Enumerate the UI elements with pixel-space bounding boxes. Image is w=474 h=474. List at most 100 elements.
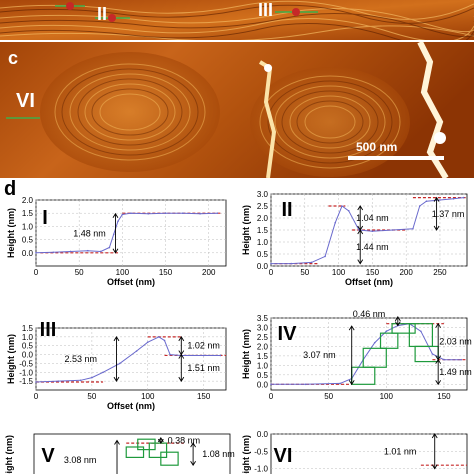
trace-point [147,212,150,215]
x-tick-label: 150 [437,392,451,401]
layer-step-box [391,323,416,334]
layer-step-box [379,332,399,349]
trace-point [119,362,121,365]
afm-top-texture [0,0,474,40]
trace-point [79,379,82,382]
y-tick-label: 0.0 [257,430,269,439]
x-tick-label: 50 [300,268,309,277]
plot-svg-4: Height (nm) 0.38 nm 3.08 nm 1.08 nm V [4,433,235,474]
arrow-head [435,380,442,386]
x-tick-label: 200 [399,268,413,277]
trace-point [391,229,394,231]
height-profile-III: -1.5 -1.0 -0.5 0.0 0.5 1.0 1.5 0 50 100 150 Offset … [0,306,236,422]
plot-svg-0: 0.0 0.5 1.0 1.5 2.0 0 50 100 150 200 Offset (nm) He… [6,196,227,287]
x-tick-label: 50 [324,392,333,401]
trace-point [324,255,326,258]
arrow-head [190,460,196,467]
trace-point [202,354,205,357]
trace-point [163,339,166,342]
trace-point [112,233,115,236]
plot-svg-2: -1.5-1.0-0.50.00.51.01.5 0 50 100 150 Offset … [6,319,227,411]
height-profile-IV: 0.0 0.5 1.0 1.5 2.0 2.5 3.0 3.5 0 50 100 150 Height … [237,306,474,422]
trace-point [99,250,102,253]
x-tick-label: 100 [141,392,155,401]
trace-point [52,251,55,254]
trace-point [425,200,428,202]
trace-point [420,330,422,333]
height-profile-II: 0.0 0.5 1.0 1.5 2.0 2.5 3.0 0 50 100 150 200 250 Offs… [237,186,474,302]
trace-point [339,382,341,385]
arrow-head [357,229,364,235]
trace-point [135,350,138,352]
height-annotation: 2.03 nm [439,337,472,347]
y-tick-label: 1.5 [257,352,269,361]
trace-point [460,358,463,361]
arrow-head [112,212,119,218]
arrow-head [178,353,185,359]
y-tick-label: 2.0 [257,342,269,351]
y-tick-label: -0.5 [254,447,268,456]
arrow-head [348,325,355,331]
plot-frame [33,433,231,474]
x-tick-label: 100 [332,268,346,277]
trace-point [69,250,72,253]
layer-step-box [362,347,387,368]
y-tick-label: 1.5 [22,324,34,333]
arrow-head [178,336,185,342]
height-annotation: 1.37 nm [432,209,465,219]
arrow-head [357,205,364,211]
x-tick-label: 0 [34,268,39,277]
panel-label-c: c [8,48,19,68]
y-tick-label: 3.0 [257,190,269,199]
y-tick-label: 0.0 [257,380,269,389]
x-tick-label: 100 [380,392,394,401]
layer-step-box [137,438,156,451]
height-annotation: 1.04 nm [356,213,389,223]
trace-point [117,220,119,222]
x-tick-label: 100 [116,268,130,277]
trace-point [439,199,441,201]
x-tick-label: 0 [34,392,39,401]
height-annotation: 0.46 nm [353,309,386,319]
y-tick-label: 1.5 [22,209,34,218]
scale-bar-label: 500 nm [356,140,398,154]
arrow-head [113,336,120,342]
y-tick-label: -1.5 [19,377,33,386]
trace-point [358,229,360,231]
arrow-head [394,321,401,327]
trace-point [146,341,149,343]
height-trace [35,336,221,383]
y-tick-label: 0.5 [22,342,34,351]
trace-point [130,212,132,214]
trace-point [304,383,307,386]
height-profile-I: 0.0 0.5 1.0 1.5 2.0 0 50 100 150 200 Offset (nm) He… [0,186,236,302]
y-tick-label: 1.5 [257,226,269,235]
plot-svg-3: 0.00.51.01.52.02.53.03.5 0 50 100 150 Height … [241,309,472,401]
trace-point [158,336,160,338]
afm-image-c: c VI 500 nm [0,42,474,178]
trace-point [216,212,219,214]
y-tick-label: -1.0 [19,368,33,377]
y-tick-label: -1.0 [254,465,268,474]
trace-point [385,330,388,333]
trace-point [57,380,60,382]
layer-step-box [160,451,179,466]
height-annotation: 1.01 nm [384,446,417,456]
arrow-head [435,358,442,364]
trace-point [310,261,313,264]
y-axis-title: Height (nm) [241,435,251,474]
trace-point [412,228,414,230]
trace-point [418,205,421,207]
arrow-head [113,376,120,382]
height-annotation: 0.38 nm [168,436,201,446]
layer-step-box [148,442,168,459]
height-annotation: 1.48 nm [73,228,106,238]
y-tick-label: 0.0 [22,249,34,258]
profile-roman-label: II [281,199,292,221]
trace-point [373,341,376,344]
y-tick-label: 0.0 [22,351,34,360]
y-tick-label: 0.5 [257,371,269,380]
height-annotation: 1.51 nm [187,363,220,373]
x-tick-label: 250 [433,268,447,277]
